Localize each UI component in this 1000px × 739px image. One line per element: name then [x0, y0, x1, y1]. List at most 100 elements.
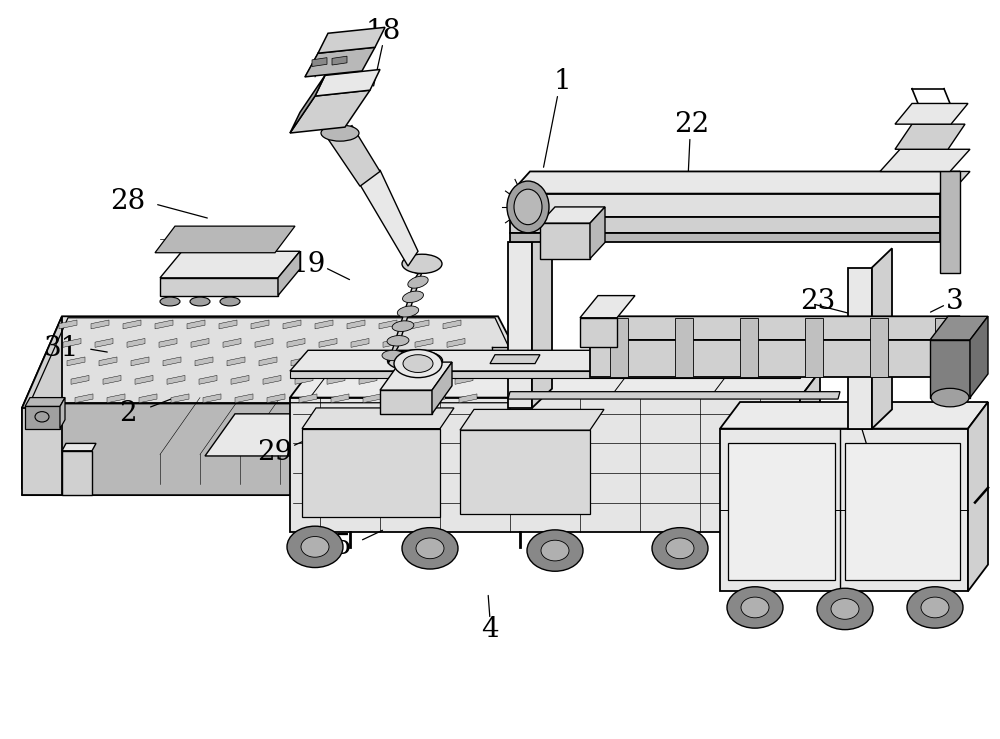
Polygon shape: [379, 320, 397, 329]
Polygon shape: [171, 394, 189, 403]
Polygon shape: [62, 451, 92, 495]
Polygon shape: [318, 27, 385, 53]
Polygon shape: [127, 338, 145, 347]
Polygon shape: [880, 149, 970, 171]
Text: 28: 28: [110, 188, 146, 214]
Polygon shape: [590, 340, 942, 377]
Polygon shape: [160, 251, 300, 278]
Ellipse shape: [402, 254, 442, 273]
Ellipse shape: [507, 181, 549, 233]
Polygon shape: [331, 394, 349, 403]
Polygon shape: [580, 296, 635, 318]
Polygon shape: [870, 318, 888, 377]
Polygon shape: [410, 458, 450, 491]
Polygon shape: [290, 90, 370, 133]
Polygon shape: [510, 171, 960, 194]
Text: 4: 4: [863, 449, 881, 475]
Polygon shape: [895, 124, 965, 149]
Polygon shape: [380, 390, 432, 414]
Polygon shape: [720, 402, 988, 429]
Polygon shape: [940, 171, 970, 194]
Polygon shape: [327, 375, 345, 384]
Text: 5: 5: [333, 534, 351, 560]
Polygon shape: [195, 357, 213, 366]
Polygon shape: [363, 394, 381, 403]
Ellipse shape: [190, 297, 210, 306]
Polygon shape: [355, 357, 373, 366]
Polygon shape: [740, 318, 758, 377]
Polygon shape: [805, 318, 823, 377]
Polygon shape: [490, 355, 540, 364]
Polygon shape: [223, 338, 241, 347]
Ellipse shape: [220, 297, 240, 306]
Polygon shape: [267, 394, 285, 403]
Ellipse shape: [160, 297, 180, 306]
Circle shape: [287, 526, 343, 568]
Polygon shape: [75, 394, 93, 403]
Ellipse shape: [382, 350, 404, 361]
Polygon shape: [22, 316, 62, 489]
Polygon shape: [299, 394, 317, 403]
Polygon shape: [383, 338, 401, 347]
Polygon shape: [259, 357, 277, 366]
Polygon shape: [155, 226, 295, 253]
Polygon shape: [135, 375, 153, 384]
Polygon shape: [219, 320, 237, 329]
Circle shape: [541, 540, 569, 561]
Text: 19: 19: [290, 251, 326, 278]
Text: 22: 22: [674, 111, 710, 137]
Polygon shape: [22, 403, 498, 495]
Polygon shape: [295, 375, 313, 384]
Polygon shape: [845, 443, 960, 580]
Polygon shape: [163, 357, 181, 366]
Polygon shape: [99, 357, 117, 366]
Polygon shape: [150, 454, 505, 484]
Text: 31: 31: [44, 336, 80, 362]
Polygon shape: [930, 316, 988, 340]
Polygon shape: [302, 429, 440, 517]
Polygon shape: [287, 338, 305, 347]
Polygon shape: [231, 375, 249, 384]
Ellipse shape: [397, 306, 419, 317]
Text: 29: 29: [257, 439, 293, 466]
Text: 4: 4: [481, 616, 499, 643]
Ellipse shape: [392, 321, 414, 332]
Polygon shape: [460, 430, 590, 514]
Polygon shape: [312, 58, 327, 67]
Polygon shape: [319, 338, 337, 347]
Polygon shape: [590, 316, 960, 340]
Polygon shape: [159, 338, 177, 347]
Polygon shape: [107, 394, 125, 403]
Circle shape: [35, 412, 49, 422]
Polygon shape: [540, 223, 590, 259]
Polygon shape: [895, 103, 968, 124]
Polygon shape: [167, 375, 185, 384]
Polygon shape: [103, 375, 121, 384]
Polygon shape: [411, 320, 429, 329]
Polygon shape: [930, 340, 970, 398]
Polygon shape: [290, 75, 325, 133]
Circle shape: [527, 530, 583, 571]
Polygon shape: [872, 248, 892, 429]
Circle shape: [817, 588, 873, 630]
Polygon shape: [302, 408, 454, 429]
Polygon shape: [508, 392, 840, 399]
Polygon shape: [360, 170, 418, 266]
Polygon shape: [59, 320, 77, 329]
Polygon shape: [580, 318, 617, 347]
Text: 3: 3: [946, 288, 964, 315]
Polygon shape: [455, 375, 473, 384]
Polygon shape: [728, 443, 835, 580]
Polygon shape: [359, 375, 377, 384]
Polygon shape: [510, 194, 940, 217]
Polygon shape: [95, 338, 113, 347]
Polygon shape: [315, 320, 333, 329]
Polygon shape: [459, 394, 477, 403]
Ellipse shape: [931, 389, 969, 406]
Polygon shape: [203, 394, 221, 403]
Polygon shape: [380, 362, 452, 390]
Polygon shape: [720, 429, 968, 591]
Circle shape: [402, 528, 458, 569]
Ellipse shape: [387, 336, 409, 346]
Polygon shape: [205, 414, 490, 456]
